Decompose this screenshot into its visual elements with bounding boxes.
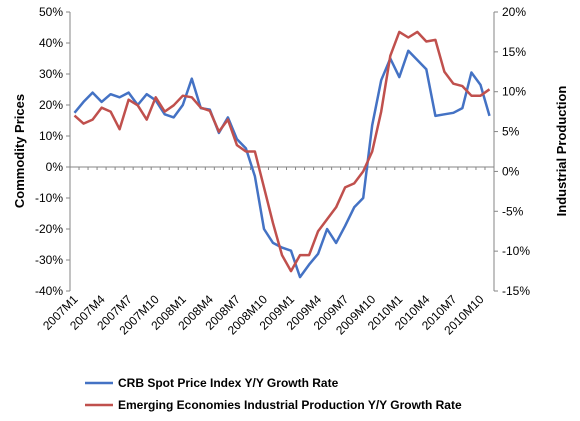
right-axis-title: Industrial Production: [554, 86, 569, 217]
left-tick-label: 50%: [39, 5, 63, 19]
left-tick-label: -20%: [35, 222, 63, 236]
series-line-crb: [73, 49, 491, 279]
legend: CRB Spot Price Index Y/Y Growth Rate Eme…: [85, 376, 462, 412]
left-tick-label: 30%: [39, 67, 63, 81]
right-tick-label: -5%: [502, 204, 524, 218]
right-tick-label: 10%: [502, 85, 526, 99]
plot-area: [69, 12, 495, 291]
left-tick-label: -40%: [35, 284, 63, 298]
legend-item-crb: CRB Spot Price Index Y/Y Growth Rate: [85, 376, 339, 390]
x-axis: 2007M12007M42007M72007M102008M12008M4200…: [40, 167, 495, 338]
left-tick-label: 10%: [39, 129, 63, 143]
left-tick-label: 20%: [39, 98, 63, 112]
right-tick-label: -10%: [502, 244, 530, 258]
right-tick-label: 0%: [502, 164, 520, 178]
left-tick-label: 0%: [46, 160, 64, 174]
left-tick-label: -30%: [35, 253, 63, 267]
right-y-axis: -15% -10% -5% 0% 5% 10% 15% 20%: [494, 5, 530, 298]
series-layer: [73, 30, 491, 279]
legend-item-emerging: Emerging Economies Industrial Production…: [85, 398, 462, 412]
left-axis-title: Commodity Prices: [12, 94, 27, 208]
legend-label-emerging: Emerging Economies Industrial Production…: [118, 398, 462, 412]
right-tick-label: 15%: [502, 45, 526, 59]
legend-label-crb: CRB Spot Price Index Y/Y Growth Rate: [118, 376, 339, 390]
right-tick-label: -15%: [502, 284, 530, 298]
series-line-emerging: [73, 30, 491, 273]
right-tick-label: 20%: [502, 5, 526, 19]
left-y-axis: -40% -30% -20% -10% 0% 10% 20% 30% 40% 50%: [35, 5, 70, 298]
left-tick-label: -10%: [35, 191, 63, 205]
left-tick-label: 40%: [39, 36, 63, 50]
right-tick-label: 5%: [502, 125, 520, 139]
